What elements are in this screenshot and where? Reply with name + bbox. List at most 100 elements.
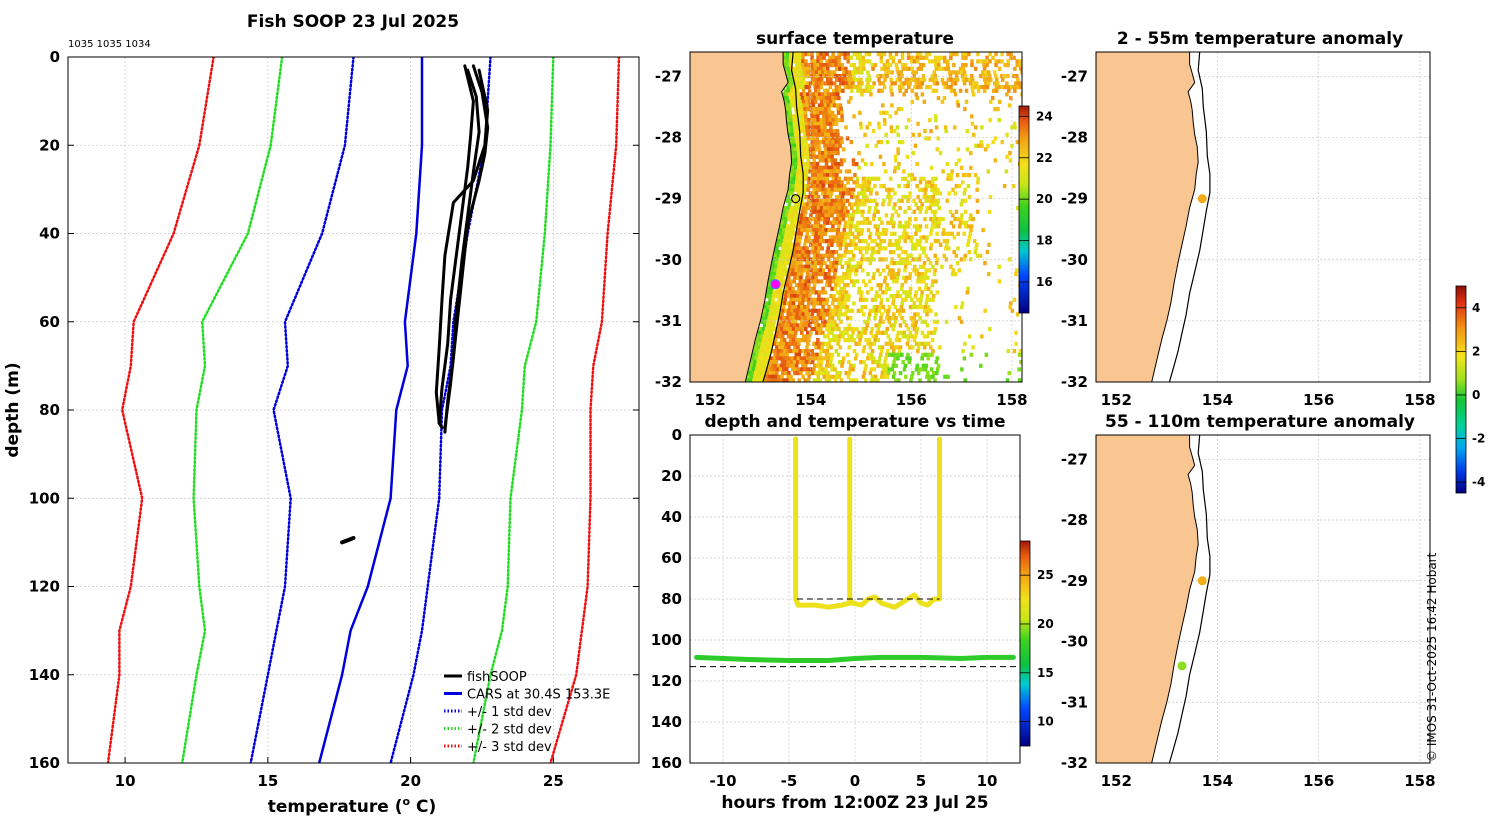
sst-cell [772,290,776,295]
depth-time-grid [690,434,1020,764]
sst-cell [815,165,819,170]
sst-cell [908,286,913,291]
sst-cell [910,99,914,104]
sst-cell [763,341,768,346]
sst-cell [804,312,809,317]
sst-cell [1015,312,1020,317]
sst-cell [798,264,802,269]
sst-cell [844,308,849,313]
sst-cell [949,173,954,178]
map-xtick-label: 158 [996,391,1027,409]
sst-cell [919,294,924,299]
sst-cell [796,202,801,207]
sst-cell [792,121,797,126]
sst-cell [802,257,807,262]
sst-cell [859,77,863,82]
sst-cell [846,297,851,302]
sst-cell [788,228,792,233]
sst-cell [933,198,937,203]
sst-cell [818,184,823,189]
sst-cell [881,290,885,295]
sst-cell [784,231,788,236]
sst-cell [800,382,804,386]
sst-cell [860,228,865,233]
sst-cell [801,99,806,104]
sst-cell [795,99,800,104]
sst-cell [861,176,866,181]
sst-cell [988,74,992,79]
sst-cell [870,162,874,167]
sst-cell [780,220,785,225]
sst-cell [802,191,807,196]
sst-cell [790,147,795,152]
sst-cell [797,286,801,291]
sst-cell [866,70,870,75]
sst-cell [898,206,902,211]
sst-land [690,52,793,382]
sst-cell [784,330,789,335]
sst-cell [959,257,964,262]
sst-cell [861,374,866,379]
sst-cell [891,327,895,332]
sst-cell [829,323,833,328]
sst-field [746,52,1022,386]
sst-cell [1002,184,1007,189]
anomaly-deep-land [1096,435,1199,763]
sst-cell [1009,96,1013,101]
sst-cell [809,272,813,277]
sst-cell [801,363,805,368]
sst-cell [760,382,764,386]
sst-cell [825,195,830,200]
sst-cell [789,235,794,240]
sst-cell [843,239,847,244]
sst-cell [756,374,760,379]
sst-cell [852,180,856,185]
sst-cell [774,349,778,354]
sst-cell [782,363,787,368]
sst-cell [794,74,799,79]
sst-cell [937,59,941,64]
sst-cell [810,297,814,302]
sst-cell [852,209,856,214]
sst-cell [787,257,792,262]
sst-cell [993,81,997,86]
sst-cell [824,154,828,159]
anomaly-colorbar-label: -4 [1472,475,1485,489]
sst-cell [764,301,769,306]
sst-cell [772,371,776,376]
sst-cell [894,239,898,244]
sst-cell [935,257,940,262]
sst-cell [841,66,845,71]
sst-cell [803,242,807,247]
sst-cell [826,323,830,328]
sst-cell [972,132,976,137]
sst-cell [830,151,834,156]
sst-cell [838,103,843,108]
sst-cell [797,96,802,101]
sst-cell [857,341,861,346]
sst-cell [889,294,894,299]
sst-cell [815,162,820,167]
sst-cell [973,250,977,255]
sst-cell [831,264,835,269]
sst-cell [842,242,846,247]
sst-cell [841,202,846,207]
sst-cell [851,191,855,196]
sst-cell [849,63,853,68]
sst-cell [831,140,835,145]
sst-cell [773,363,778,368]
map-ytick-label: -30 [1061,251,1088,269]
sst-cell [830,253,835,258]
sst-cell [838,345,842,350]
sst-cell [822,239,826,244]
sst-cell [805,308,809,313]
sst-cell [813,77,818,82]
sst-cell [887,202,891,207]
sst-cell [905,356,909,361]
sst-cell [788,327,793,332]
sst-cell [942,253,946,258]
sst-cell [770,301,775,306]
sst-cell [962,191,967,196]
sst-cell [919,235,923,240]
sst-cell [797,283,802,288]
